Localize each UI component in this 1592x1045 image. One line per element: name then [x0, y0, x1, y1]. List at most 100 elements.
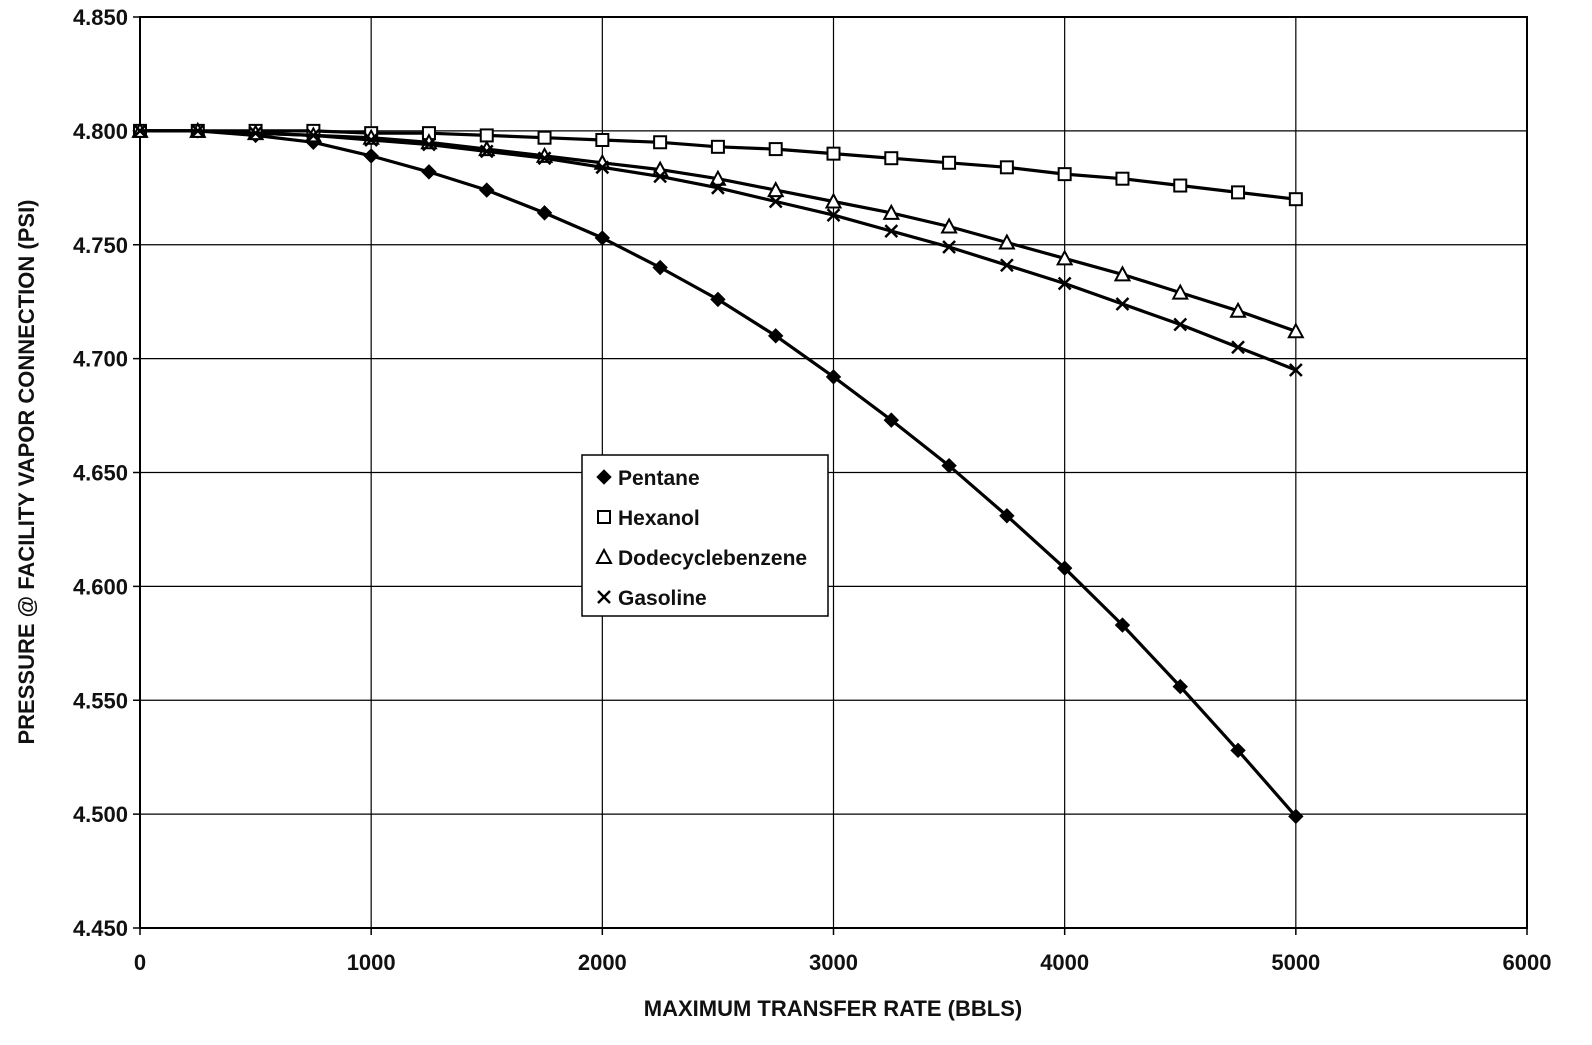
legend-box [581, 454, 829, 617]
series-line-gasoline [140, 129, 1297, 372]
data-point-gasoline [306, 128, 321, 143]
data-point-gasoline [1173, 317, 1188, 332]
data-point-gasoline [1115, 297, 1130, 311]
legend-item-gasoline: Gasoline [597, 587, 707, 610]
legend-label-gasoline: Gasoline [618, 587, 707, 610]
data-point-hexanol [595, 132, 610, 147]
data-point-pentane [1230, 742, 1246, 759]
series-hexanol [133, 123, 1303, 207]
x-tick-label: 3000 [809, 950, 858, 975]
data-point-hexanol [479, 128, 494, 143]
data-point-pentane [652, 259, 668, 276]
data-point-hexanol [1057, 167, 1072, 182]
y-tick-label: 4.550 [73, 688, 128, 713]
x-tick-label: 0 [134, 950, 146, 975]
data-point-gasoline [595, 160, 610, 175]
data-point-gasoline [248, 126, 263, 141]
data-point-hexanol [999, 160, 1014, 175]
data-point-pentane [1056, 560, 1073, 576]
data-point-dodecyclebenzene [824, 192, 843, 209]
data-point-hexanol [942, 155, 957, 170]
data-point-pentane [363, 148, 379, 164]
y-tick-label: 4.500 [73, 802, 128, 827]
data-point-gasoline [653, 169, 668, 184]
data-point-gasoline [364, 133, 379, 147]
data-point-pentane [1288, 808, 1304, 825]
legend: Pentane Hexanol Dodecyclebenzene Gasoline [581, 454, 829, 617]
legend-label-hexanol: Hexanol [618, 507, 700, 530]
y-tick-label: 4.450 [73, 916, 128, 941]
data-point-pentane [594, 230, 611, 246]
data-point-gasoline [479, 144, 494, 159]
data-point-gasoline [1288, 363, 1303, 377]
data-point-gasoline [133, 123, 147, 138]
data-point-pentane [941, 457, 957, 474]
data-point-dodecyclebenzene [709, 169, 727, 186]
data-point-hexanol [1231, 185, 1246, 200]
data-point-hexanol [826, 146, 841, 161]
data-point-gasoline [537, 151, 552, 166]
y-tick-label: 4.700 [73, 347, 128, 372]
data-point-dodecyclebenzene [1113, 265, 1132, 282]
data-point-pentane [883, 412, 899, 428]
y-axis-title: PRESSURE @ FACILITY VAPOR CONNECTION (PS… [14, 199, 39, 744]
y-tick-label: 4.800 [73, 119, 128, 144]
x-tick-label: 5000 [1271, 950, 1320, 975]
x-tick-label: 2000 [578, 950, 627, 975]
data-point-dodecyclebenzene [1287, 322, 1305, 339]
data-point-hexanol [1288, 192, 1303, 207]
data-point-gasoline [422, 137, 436, 152]
legend-marker-pentane [596, 469, 612, 485]
data-point-dodecyclebenzene [998, 233, 1016, 250]
y-tick-label: 4.750 [73, 233, 128, 258]
data-point-pentane [999, 508, 1015, 524]
data-point-dodecyclebenzene [882, 203, 900, 220]
series-group [131, 121, 1305, 825]
data-point-hexanol [884, 151, 899, 166]
data-point-gasoline [942, 240, 956, 254]
data-point-gasoline [826, 208, 841, 223]
legend-marker-hexanol [597, 510, 611, 524]
y-axis-ticks: 4.450 4.500 4.550 4.600 4.650 4.700 4.750 4.800… [73, 5, 140, 941]
legend-item-hexanol: Hexanol [597, 507, 700, 530]
series-gasoline [133, 123, 1303, 377]
data-point-gasoline [711, 180, 725, 195]
legend-marker-dodecyclebenzene [595, 547, 613, 564]
data-point-hexanol [537, 130, 552, 145]
data-point-gasoline [1231, 340, 1245, 355]
y-tick-label: 4.600 [73, 574, 128, 599]
data-point-pentane [1114, 617, 1131, 633]
legend-marker-gasoline [597, 590, 611, 604]
data-point-pentane [1172, 678, 1188, 695]
y-tick-label: 4.850 [73, 5, 128, 30]
data-point-gasoline [768, 194, 783, 209]
legend-label-pentane: Pentane [618, 467, 700, 490]
data-point-pentane [479, 182, 495, 198]
data-point-hexanol [1115, 171, 1130, 186]
data-point-pentane [421, 164, 437, 180]
data-point-hexanol [653, 135, 668, 150]
data-point-gasoline [1057, 276, 1072, 291]
x-tick-label: 6000 [1503, 950, 1552, 975]
data-point-gasoline [999, 258, 1014, 273]
data-point-dodecyclebenzene [1055, 249, 1074, 266]
data-point-pentane [710, 291, 726, 308]
x-axis-title: MAXIMUM TRANSFER RATE (BBLS) [644, 996, 1022, 1021]
data-point-dodecyclebenzene [767, 180, 785, 198]
data-point-hexanol [768, 142, 783, 157]
y-tick-label: 4.650 [73, 461, 128, 486]
data-point-dodecyclebenzene [940, 217, 958, 234]
legend-items: Pentane Hexanol Dodecyclebenzene Gasoline [595, 467, 807, 610]
legend-label-dodecyclebenzene: Dodecyclebenzene [618, 547, 807, 570]
data-point-gasoline [884, 224, 899, 238]
data-point-dodecyclebenzene [1229, 301, 1247, 318]
x-tick-label: 4000 [1040, 950, 1089, 975]
data-point-pentane [825, 369, 842, 385]
data-point-gasoline [190, 123, 205, 138]
x-tick-label: 1000 [347, 950, 396, 975]
data-point-pentane [768, 328, 784, 344]
data-point-dodecyclebenzene [1171, 283, 1189, 300]
legend-item-pentane: Pentane [596, 467, 700, 490]
